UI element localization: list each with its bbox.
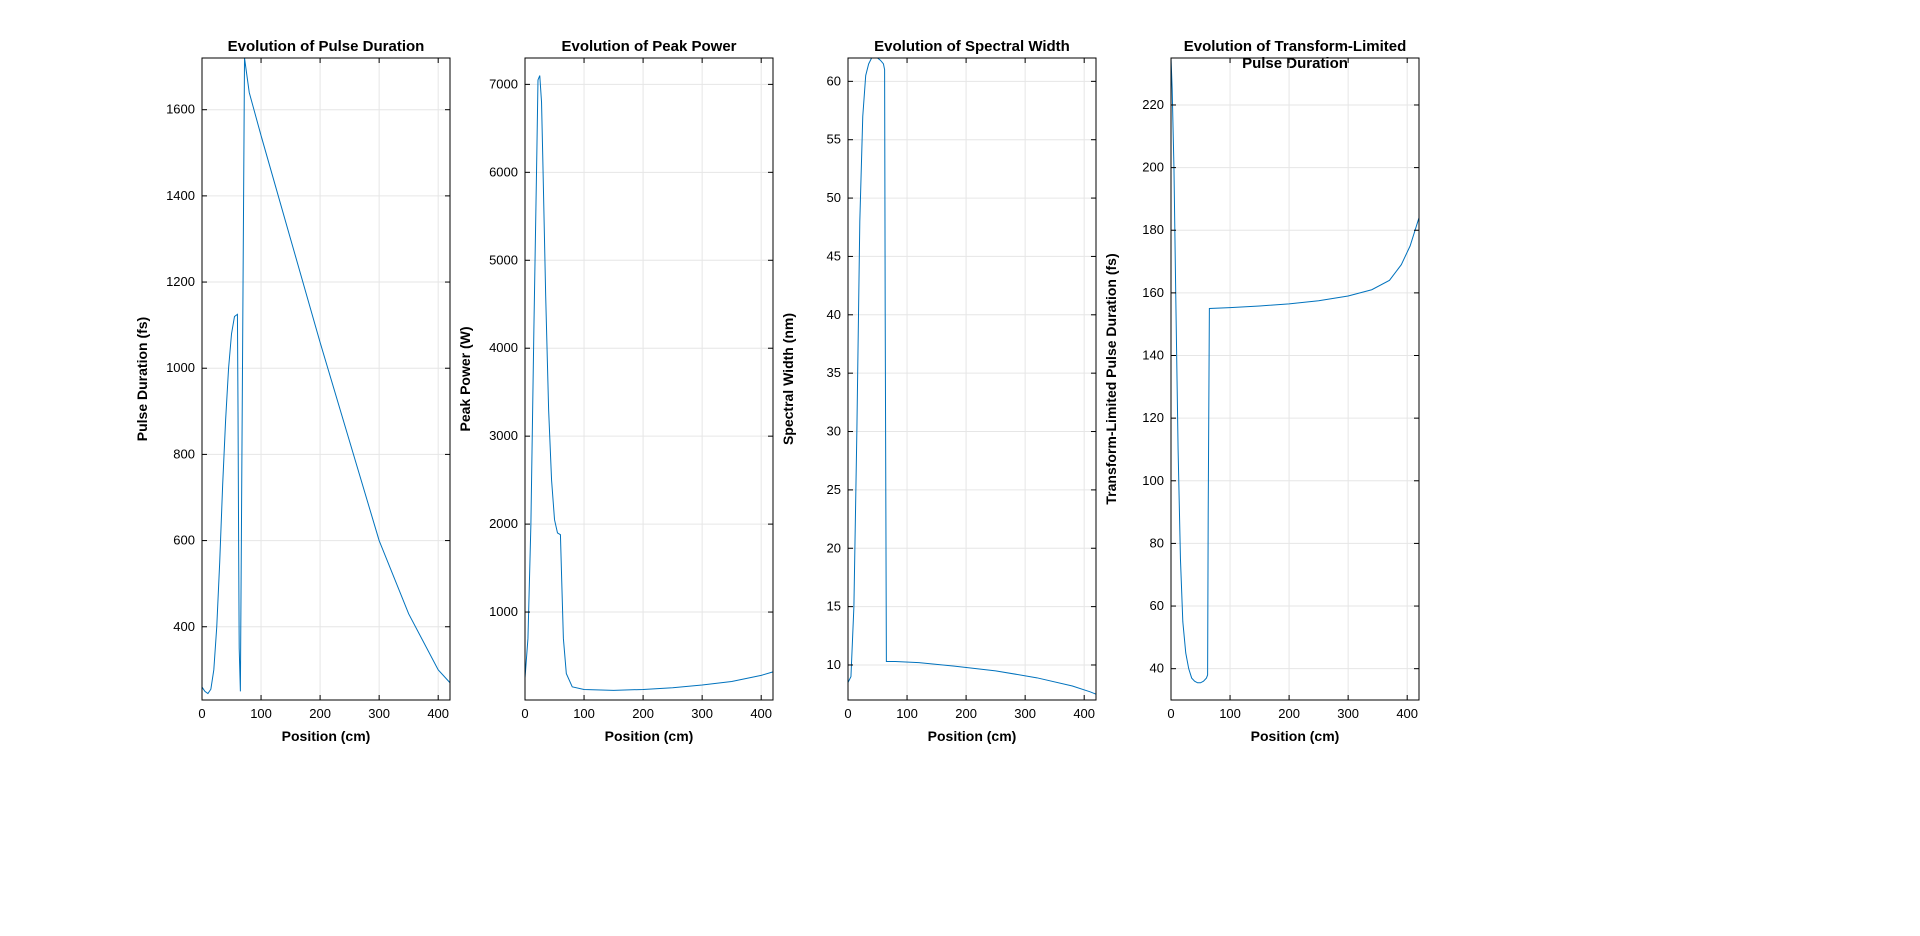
chart-panel-1: Evolution of Peak PowerPeak Power (W)Pos… xyxy=(525,58,773,700)
svg-text:0: 0 xyxy=(844,706,851,721)
svg-text:300: 300 xyxy=(691,706,713,721)
svg-text:400: 400 xyxy=(1073,706,1095,721)
data-line xyxy=(202,58,450,694)
svg-text:7000: 7000 xyxy=(489,76,518,91)
svg-text:200: 200 xyxy=(309,706,331,721)
svg-text:50: 50 xyxy=(827,190,841,205)
chart-svg: 0 100 200 300 400 400 600 800 1000 1200 1400 1600 xyxy=(162,18,490,740)
svg-text:1000: 1000 xyxy=(489,604,518,619)
svg-text:100: 100 xyxy=(896,706,918,721)
svg-text:600: 600 xyxy=(173,533,195,548)
svg-text:140: 140 xyxy=(1142,348,1164,363)
svg-text:60: 60 xyxy=(1150,598,1164,613)
svg-text:160: 160 xyxy=(1142,285,1164,300)
svg-text:80: 80 xyxy=(1150,535,1164,550)
chart-ylabel: Spectral Width (nm) xyxy=(780,313,796,445)
svg-text:300: 300 xyxy=(1337,706,1359,721)
svg-text:30: 30 xyxy=(827,424,841,439)
svg-text:300: 300 xyxy=(1014,706,1036,721)
svg-text:100: 100 xyxy=(1219,706,1241,721)
svg-text:15: 15 xyxy=(827,599,841,614)
svg-text:0: 0 xyxy=(521,706,528,721)
svg-text:400: 400 xyxy=(427,706,449,721)
svg-text:45: 45 xyxy=(827,248,841,263)
svg-text:5000: 5000 xyxy=(489,252,518,267)
data-line xyxy=(1171,58,1419,683)
chart-svg: 0 100 200 300 400 1000 2000 3000 4000 5000 6000 700… xyxy=(485,18,813,740)
data-line xyxy=(848,58,1096,694)
svg-text:0: 0 xyxy=(1167,706,1174,721)
figure: Evolution of Pulse DurationPulse Duratio… xyxy=(0,0,1920,936)
chart-panel-2: Evolution of Spectral WidthSpectral Widt… xyxy=(848,58,1096,700)
svg-text:220: 220 xyxy=(1142,97,1164,112)
svg-text:180: 180 xyxy=(1142,222,1164,237)
svg-text:40: 40 xyxy=(1150,661,1164,676)
svg-text:200: 200 xyxy=(955,706,977,721)
svg-text:1200: 1200 xyxy=(166,274,195,289)
svg-text:300: 300 xyxy=(368,706,390,721)
svg-text:55: 55 xyxy=(827,132,841,147)
svg-text:0: 0 xyxy=(198,706,205,721)
chart-svg: 0 100 200 300 400 10 15 20 25 30 35 40 45 50 55 60 xyxy=(808,18,1136,740)
chart-svg: 0 100 200 300 400 40 60 80 100 120 140 160 180 200 220 xyxy=(1131,18,1459,740)
chart-ylabel: Pulse Duration (fs) xyxy=(134,317,150,441)
svg-text:4000: 4000 xyxy=(489,340,518,355)
chart-ylabel: Peak Power (W) xyxy=(457,326,473,431)
chart-panel-3: Evolution of Transform-Limited Pulse Dur… xyxy=(1171,58,1419,700)
svg-text:3000: 3000 xyxy=(489,428,518,443)
svg-text:1000: 1000 xyxy=(166,360,195,375)
svg-text:200: 200 xyxy=(1142,160,1164,175)
chart-panel-0: Evolution of Pulse DurationPulse Duratio… xyxy=(202,58,450,700)
svg-text:100: 100 xyxy=(250,706,272,721)
svg-text:20: 20 xyxy=(827,540,841,555)
svg-text:100: 100 xyxy=(573,706,595,721)
svg-text:400: 400 xyxy=(750,706,772,721)
svg-text:1400: 1400 xyxy=(166,188,195,203)
svg-text:2000: 2000 xyxy=(489,516,518,531)
svg-text:400: 400 xyxy=(173,619,195,634)
svg-text:400: 400 xyxy=(1396,706,1418,721)
chart-ylabel: Transform-Limited Pulse Duration (fs) xyxy=(1103,253,1119,504)
svg-text:120: 120 xyxy=(1142,410,1164,425)
svg-text:200: 200 xyxy=(632,706,654,721)
svg-text:800: 800 xyxy=(173,446,195,461)
svg-text:1600: 1600 xyxy=(166,102,195,117)
svg-text:6000: 6000 xyxy=(489,164,518,179)
svg-text:25: 25 xyxy=(827,482,841,497)
svg-text:60: 60 xyxy=(827,73,841,88)
svg-text:200: 200 xyxy=(1278,706,1300,721)
svg-text:35: 35 xyxy=(827,365,841,380)
svg-text:10: 10 xyxy=(827,657,841,672)
data-line xyxy=(525,76,773,691)
svg-text:100: 100 xyxy=(1142,473,1164,488)
svg-text:40: 40 xyxy=(827,307,841,322)
